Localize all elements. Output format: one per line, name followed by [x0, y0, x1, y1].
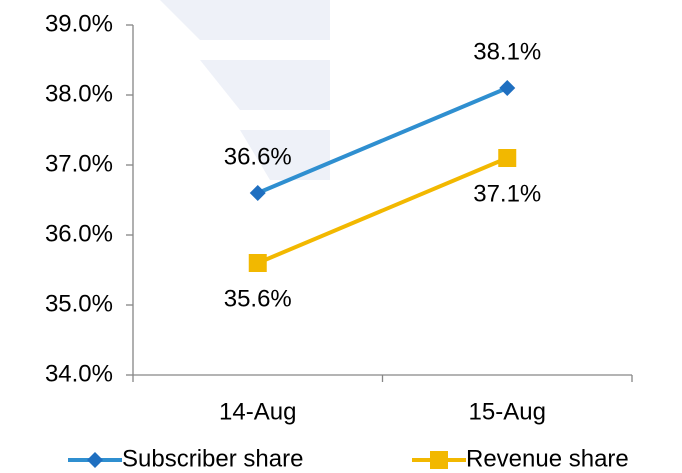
data-label: 37.1%	[473, 180, 541, 207]
y-tick-label: 39.0%	[45, 10, 113, 37]
series-line	[256, 156, 509, 265]
y-tick-label: 38.0%	[45, 80, 113, 107]
y-tick-label: 37.0%	[45, 150, 113, 177]
y-tick-label: 34.0%	[45, 360, 113, 387]
legend-marker	[430, 451, 448, 469]
point-marker	[499, 80, 516, 96]
series-line	[256, 86, 509, 195]
point-marker	[249, 185, 266, 201]
data-label: 35.6%	[224, 285, 292, 312]
point-marker	[248, 254, 267, 272]
legend-label: Subscriber share	[122, 445, 303, 472]
y-tick-label: 35.0%	[45, 290, 113, 317]
legend-marker	[87, 452, 103, 468]
point-marker	[498, 149, 517, 167]
watermark	[160, 0, 330, 180]
legend-label: Revenue share	[466, 445, 629, 472]
y-tick-label: 36.0%	[45, 220, 113, 247]
x-tick-label: 14-Aug	[219, 398, 296, 425]
data-label: 38.1%	[473, 38, 541, 65]
x-tick-label: 15-Aug	[469, 398, 546, 425]
data-label: 36.6%	[224, 143, 292, 170]
